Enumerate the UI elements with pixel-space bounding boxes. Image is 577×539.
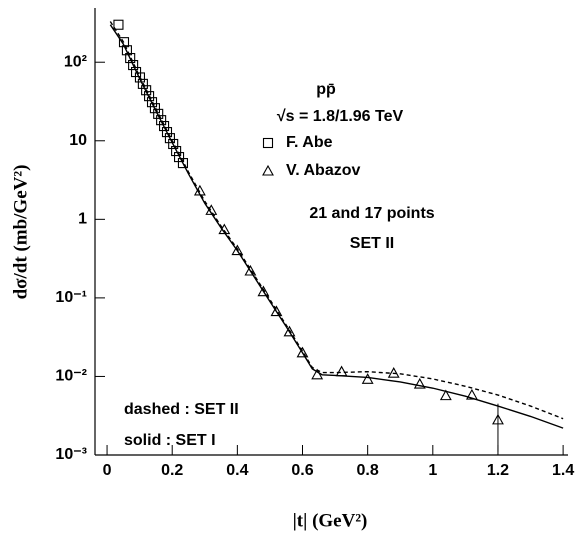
data-point <box>168 138 179 150</box>
data-point <box>153 108 164 119</box>
y-tick-label: 10⁻² <box>55 368 87 385</box>
y-axis-label: dσ/dt (mb/GeV²) <box>10 165 31 300</box>
data-point <box>141 85 152 96</box>
data-point <box>244 264 257 276</box>
legend-marker <box>262 164 274 176</box>
annotation: SET II <box>350 235 394 252</box>
x-tick-label: 0.4 <box>226 462 248 479</box>
data-point <box>121 45 132 56</box>
data-point <box>130 66 142 78</box>
data-point <box>311 368 324 380</box>
data-point <box>177 158 189 169</box>
annotation: pp̄ <box>316 81 336 98</box>
data-point <box>125 52 136 64</box>
data-point <box>413 377 426 389</box>
x-tick-label: 0.6 <box>291 462 313 479</box>
model-curve <box>109 24 564 429</box>
x-tick-label: 0 <box>103 462 112 479</box>
data-point <box>137 78 148 89</box>
y-tick-label: 10 <box>69 132 87 149</box>
data-point <box>205 204 218 215</box>
annotation: solid : SET I <box>124 432 216 449</box>
data-point <box>173 152 185 163</box>
data-point <box>335 365 348 377</box>
data-point <box>146 97 158 108</box>
data-point <box>159 120 170 132</box>
annotation: √s = 1.8/1.96 TeV <box>277 108 404 125</box>
x-tick-label: 1.2 <box>487 462 509 479</box>
x-tick-label: 0.2 <box>161 462 183 479</box>
annotation: 21 and 17 points <box>309 205 434 222</box>
data-point <box>193 184 206 196</box>
annotation: dashed : SET II <box>124 401 239 418</box>
data-point <box>118 37 130 48</box>
data-point <box>257 285 270 297</box>
x-tick-label: 1.4 <box>552 462 574 479</box>
data-point <box>171 145 182 157</box>
data-point <box>144 91 155 102</box>
data-point <box>156 115 167 126</box>
x-tick-label: 0.8 <box>357 462 379 479</box>
legend-label: F. Abe <box>286 134 333 151</box>
data-point <box>113 19 124 30</box>
y-tick-label: 10⁻¹ <box>55 289 87 306</box>
legend-marker <box>262 137 274 149</box>
data-point <box>231 244 244 256</box>
y-tick-label: 10² <box>64 53 87 70</box>
data-point <box>465 388 478 400</box>
data-point <box>128 60 139 71</box>
data-point <box>492 413 504 425</box>
x-tick-label: 1 <box>428 462 437 479</box>
y-tick-label: 1 <box>78 211 87 228</box>
data-point <box>218 223 231 235</box>
data-point <box>387 367 400 378</box>
x-axis-label: |t| (GeV²) <box>293 510 368 531</box>
data-point <box>164 133 175 144</box>
legend-label: V. Abazov <box>286 162 361 179</box>
data-point <box>134 72 146 83</box>
data-point <box>149 103 160 114</box>
data-point <box>161 127 173 138</box>
data-point <box>439 389 452 401</box>
data-point <box>283 325 296 337</box>
data-point <box>296 346 309 358</box>
y-tick-label: 10⁻³ <box>55 446 87 463</box>
data-point <box>361 373 374 384</box>
data-point <box>270 305 283 317</box>
